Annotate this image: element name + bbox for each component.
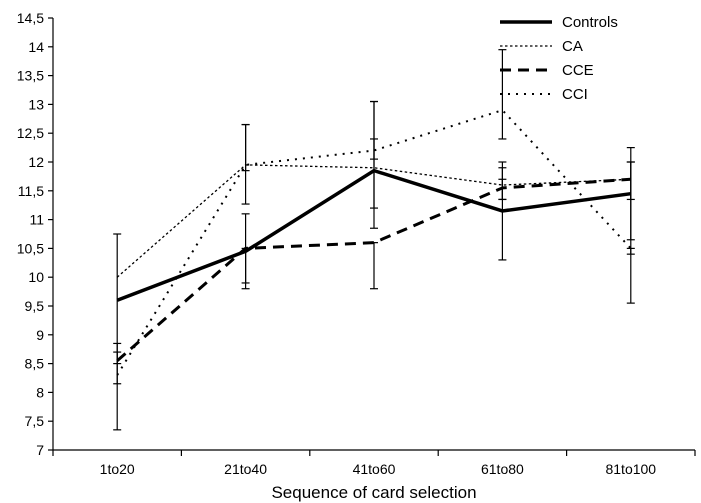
y-tick-label: 9 bbox=[36, 327, 44, 343]
line-chart: 7 7,5 8 8,5 9 9,5 10 10,5 11 11,5 12 12,5 13 13,5 14 14… bbox=[0, 0, 701, 503]
y-tick-label: 13,5 bbox=[17, 68, 44, 84]
legend-label-CCE: CCE bbox=[562, 62, 594, 79]
x-tick-label: 61to80 bbox=[481, 461, 524, 477]
y-tick-label: 12,5 bbox=[17, 125, 44, 141]
x-tick-label: 41to60 bbox=[353, 461, 396, 477]
y-tick-label: 7,5 bbox=[25, 413, 45, 429]
y-tick-label: 8 bbox=[36, 384, 44, 400]
legend-label-CA: CA bbox=[562, 38, 583, 55]
y-tick-label: 13 bbox=[28, 96, 44, 112]
y-tick-label: 10 bbox=[28, 269, 44, 285]
y-tick-label: 14 bbox=[28, 39, 44, 55]
y-tick-label: 8,5 bbox=[25, 356, 45, 372]
x-axis-title: Sequence of card selection bbox=[271, 483, 476, 502]
y-tick-label: 12 bbox=[28, 154, 44, 170]
x-tick-label: 21to40 bbox=[224, 461, 267, 477]
legend-label-Controls: Controls bbox=[562, 14, 618, 31]
x-tick-label: 1to20 bbox=[100, 461, 135, 477]
y-tick-label: 11,5 bbox=[18, 183, 44, 199]
y-tick-label: 11 bbox=[29, 212, 44, 228]
chart-svg: 7 7,5 8 8,5 9 9,5 10 10,5 11 11,5 12 12,5 13 13,5 14 14… bbox=[0, 0, 701, 503]
y-tick-label: 10,5 bbox=[17, 240, 44, 256]
x-tick-label: 81to100 bbox=[605, 461, 656, 477]
y-tick-label: 7 bbox=[36, 442, 44, 458]
y-tick-label: 9,5 bbox=[25, 298, 45, 314]
legend-label-CCI: CCI bbox=[562, 86, 588, 103]
plot-bg bbox=[0, 0, 701, 503]
y-tick-label: 14,5 bbox=[17, 10, 44, 26]
